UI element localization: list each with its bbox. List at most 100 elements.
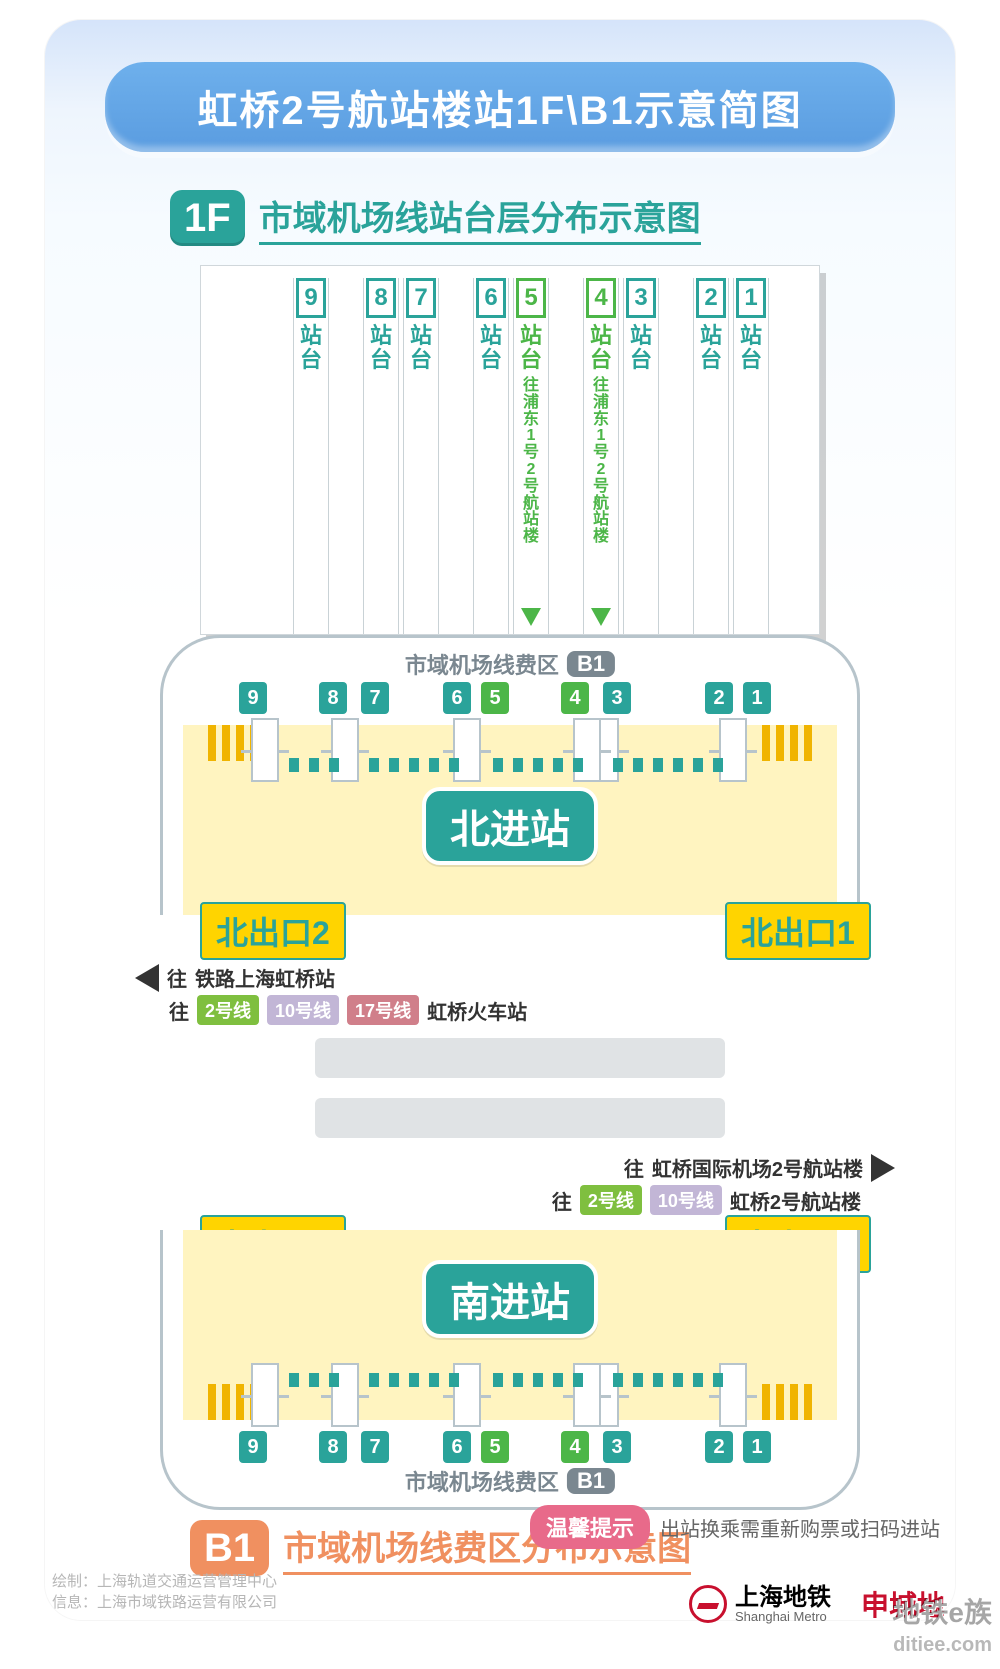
gate-icon bbox=[251, 718, 279, 782]
platform-destination: 往浦东1号2号航站楼 bbox=[590, 378, 612, 546]
platform-label: 站台 bbox=[369, 324, 393, 372]
path-dashed bbox=[493, 1373, 583, 1387]
platform-marker-2: 2 bbox=[705, 1431, 733, 1463]
path-dashed bbox=[369, 758, 463, 772]
platform-marker-5: 5 bbox=[481, 682, 509, 714]
platform-marker-9: 9 bbox=[239, 1431, 267, 1463]
platform-label: 站台 bbox=[519, 324, 543, 372]
badge-1f: 1F bbox=[170, 190, 245, 246]
path-dashed bbox=[493, 758, 583, 772]
metro-logo-icon bbox=[689, 1585, 727, 1623]
faregate-slots bbox=[762, 725, 812, 761]
diagram-card: 虹桥2号航站楼站1F\B1示意简图 1F 市域机场线站台层分布示意图 1站台2站… bbox=[45, 20, 955, 1620]
platform-7: 7 站台 bbox=[403, 278, 439, 634]
north-exit-tower-right bbox=[737, 725, 837, 915]
line-10-tag: 10号线 bbox=[650, 1185, 722, 1215]
grey-bar-1 bbox=[315, 1038, 725, 1078]
line-17-tag: 17号线 bbox=[347, 995, 419, 1025]
platform-marker-3: 3 bbox=[603, 682, 631, 714]
path-dashed bbox=[613, 1373, 731, 1387]
line-2-tag: 2号线 bbox=[580, 1185, 642, 1215]
farezone-label-south: 市域机场线费区 B1 bbox=[405, 1465, 615, 1497]
line-10-tag: 10号线 bbox=[267, 995, 339, 1025]
arrow-right-icon bbox=[871, 1154, 895, 1182]
north-exit-left-label: 北出口2 bbox=[200, 902, 346, 960]
path-dashed bbox=[369, 1373, 463, 1387]
platform-marker-4: 4 bbox=[561, 682, 589, 714]
platform-marker-1: 1 bbox=[743, 1431, 771, 1463]
section-1f-heading: 1F 市域机场线站台层分布示意图 bbox=[170, 190, 701, 246]
direction-top: 往 铁路上海虹桥站 往 2号线 10号线 17号线 虹桥火车站 bbox=[135, 960, 935, 1028]
platform-label: 站台 bbox=[299, 324, 323, 372]
farezone-text: 市域机场线费区 bbox=[405, 648, 559, 680]
grey-bar-2 bbox=[315, 1098, 725, 1138]
reminder: 温馨提示 出站换乘需重新购票或扫码进站 bbox=[530, 1505, 940, 1549]
farezone-text: 市域机场线费区 bbox=[405, 1465, 559, 1497]
south-entrance-badge: 南进站 bbox=[422, 1260, 598, 1338]
faregate-slots bbox=[762, 1384, 812, 1420]
platform-2: 2 站台 bbox=[693, 278, 729, 634]
platform-number: 5 bbox=[516, 278, 546, 318]
platform-marker-4: 4 bbox=[561, 1431, 589, 1463]
platform-number: 8 bbox=[366, 278, 396, 318]
platform-9: 9 站台 bbox=[293, 278, 329, 634]
platform-label: 站台 bbox=[589, 324, 613, 372]
path-dashed bbox=[289, 758, 339, 772]
b1-south-block: 南进站 市域机场线费区 B1 123456789 bbox=[160, 1230, 860, 1510]
platform-marker-8: 8 bbox=[319, 1431, 347, 1463]
platform-1: 1 站台 bbox=[733, 278, 769, 634]
gate-icon bbox=[573, 718, 601, 782]
section-1f-label: 市域机场线站台层分布示意图 bbox=[259, 191, 701, 245]
platform-number: 9 bbox=[296, 278, 326, 318]
platform-5: 5 站台往浦东1号2号航站楼 bbox=[513, 278, 549, 634]
platform-3: 3 站台 bbox=[623, 278, 659, 634]
path-dashed bbox=[613, 758, 731, 772]
watermark-url: ditiee.com bbox=[893, 1634, 992, 1657]
platform-marker-6: 6 bbox=[443, 682, 471, 714]
b1-pill-south: B1 bbox=[567, 1468, 615, 1494]
title-text: 虹桥2号航站楼站1F\B1示意简图 bbox=[197, 78, 802, 136]
title-banner: 虹桥2号航站楼站1F\B1示意简图 bbox=[105, 62, 895, 152]
platform-number: 7 bbox=[406, 278, 436, 318]
gate-icon bbox=[331, 718, 359, 782]
platform-marker-8: 8 bbox=[319, 682, 347, 714]
gate-icon bbox=[719, 718, 747, 782]
platform-label: 站台 bbox=[739, 324, 763, 372]
platform-number: 3 bbox=[626, 278, 656, 318]
arrow-left-icon bbox=[135, 964, 159, 992]
reminder-pill: 温馨提示 bbox=[530, 1505, 650, 1549]
shanghai-metro-logo: 上海地铁 Shanghai Metro bbox=[689, 1585, 831, 1623]
platform-label: 站台 bbox=[699, 324, 723, 372]
platform-label: 站台 bbox=[409, 324, 433, 372]
b1-pill-north: B1 bbox=[567, 651, 615, 677]
north-exit-right-label: 北出口1 bbox=[725, 902, 871, 960]
platform-destination: 往浦东1号2号航站楼 bbox=[520, 378, 542, 546]
farezone-label-north: 市域机场线费区 B1 bbox=[405, 648, 615, 680]
platform-number: 6 bbox=[476, 278, 506, 318]
arrow-down-icon bbox=[591, 608, 611, 626]
reminder-text: 出站换乘需重新购票或扫码进站 bbox=[660, 1513, 940, 1542]
gate-icon bbox=[453, 718, 481, 782]
footer-credits: 绘制：上海轨道交通运营管理中心 信息：上海市域铁路运营有限公司 bbox=[52, 1571, 277, 1613]
direction-bottom: 往 虹桥国际机场2号航站楼 往 2号线 10号线 虹桥2号航站楼 bbox=[95, 1150, 895, 1218]
gate-icon bbox=[251, 1363, 279, 1427]
platform-label: 站台 bbox=[629, 324, 653, 372]
arrow-down-icon bbox=[521, 608, 541, 626]
platform-marker-6: 6 bbox=[443, 1431, 471, 1463]
platform-marker-7: 7 bbox=[361, 682, 389, 714]
path-dashed bbox=[289, 1373, 339, 1387]
platforms-1f-panel: 1站台2站台3站台4站台往浦东1号2号航站楼5站台往浦东1号2号航站楼6站台7站… bbox=[200, 265, 820, 635]
platform-number: 1 bbox=[736, 278, 766, 318]
platform-marker-1: 1 bbox=[743, 682, 771, 714]
platform-label: 站台 bbox=[479, 324, 503, 372]
platform-number: 2 bbox=[696, 278, 726, 318]
platform-marker-5: 5 bbox=[481, 1431, 509, 1463]
platform-6: 6 站台 bbox=[473, 278, 509, 634]
watermark-brand: 地铁e族 bbox=[892, 1591, 992, 1631]
platform-number: 4 bbox=[586, 278, 616, 318]
south-exit-tower-right bbox=[737, 1230, 837, 1420]
line-2-tag: 2号线 bbox=[197, 995, 259, 1025]
platform-8: 8 站台 bbox=[363, 278, 399, 634]
badge-b1: B1 bbox=[190, 1520, 269, 1576]
platform-marker-3: 3 bbox=[603, 1431, 631, 1463]
